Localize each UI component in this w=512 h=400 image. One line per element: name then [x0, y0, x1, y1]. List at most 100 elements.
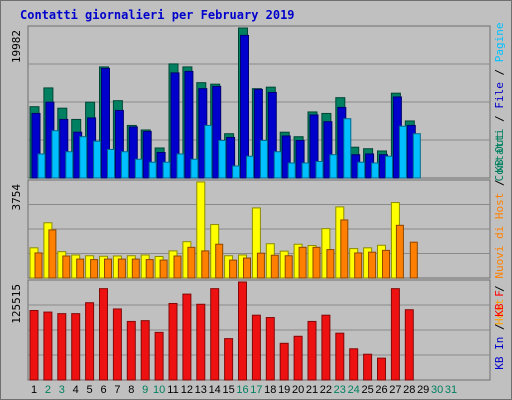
bar-host-nuovi-di-host-day-7	[117, 258, 126, 279]
bar-kb-kb-f-day-9	[140, 320, 150, 381]
bar-kb-kb-f-day-7	[112, 308, 122, 381]
bar-kb-kb-f-day-22	[321, 314, 331, 381]
x-tick-label-day-29: 29	[417, 384, 429, 396]
bar-contatti-pagine-day-19	[287, 162, 296, 179]
bar-kb-kb-f-day-3	[57, 313, 67, 381]
x-tick-label-day-23: 23	[334, 384, 346, 396]
x-tick-label-day-1: 1	[31, 384, 37, 396]
bar-contatti-file-day-15	[226, 136, 236, 179]
bar-contatti-file-day-17	[253, 88, 263, 179]
bar-host-nuovi-di-host-day-27	[395, 224, 404, 279]
bar-contatti-file-day-9	[142, 130, 152, 179]
bar-contatti-pagine-day-11	[176, 153, 185, 179]
side-legend-part: /	[493, 317, 506, 337]
bar-host-nuovi-di-host-day-28	[409, 241, 418, 279]
bar-host-nuovi-di-host-day-22	[326, 249, 335, 279]
bar-host-nuovi-di-host-day-23	[340, 219, 349, 279]
bar-contatti-pagine-day-24	[357, 161, 366, 179]
bar-contatti-pagine-day-1	[37, 153, 46, 179]
bar-host-nuovi-di-host-day-20	[298, 246, 307, 279]
bar-host-nuovi-di-host-day-19	[284, 255, 293, 279]
side-legend-part: /	[493, 173, 506, 193]
x-tick-label-day-21: 21	[306, 384, 318, 396]
bar-contatti-pagine-day-8	[134, 158, 143, 179]
bar-kb-kb-f-day-2	[43, 311, 53, 381]
bar-contatti-file-day-7	[114, 109, 124, 179]
bar-host-host-day-13	[196, 181, 206, 279]
bar-contatti-file-day-8	[128, 126, 138, 179]
bar-contatti-pagine-day-6	[107, 148, 115, 179]
bar-contatti-pagine-day-13	[204, 124, 213, 179]
bar-contatti-file-day-12	[184, 70, 194, 179]
x-tick-label-day-27: 27	[389, 384, 401, 396]
bar-contatti-file-day-19	[281, 135, 291, 179]
bar-host-nuovi-di-host-day-21	[312, 246, 321, 279]
bar-kb-kb-f-day-17	[251, 314, 261, 381]
bar-host-nuovi-di-host-day-6	[104, 258, 112, 279]
bar-contatti-pagine-day-17	[259, 139, 268, 179]
x-tick-label-day-15: 15	[222, 384, 234, 396]
bar-kb-kb-f-day-16	[238, 281, 247, 381]
panel-contatti-ymax-label: 19982	[10, 30, 23, 63]
bar-contatti-pagine-day-27	[398, 125, 407, 179]
x-tick-label-day-8: 8	[128, 384, 134, 396]
bar-kb-kb-f-day-5	[85, 302, 95, 381]
bar-host-nuovi-di-host-day-5	[90, 259, 99, 279]
x-tick-label-day-6: 6	[100, 384, 106, 396]
x-tick-label-day-18: 18	[264, 384, 276, 396]
bar-contatti-pagine-day-25	[371, 162, 380, 179]
bar-host-nuovi-di-host-day-4	[76, 258, 85, 279]
chart-title: Contatti giornalieri per February 2019	[20, 8, 295, 22]
x-tick-label-day-26: 26	[375, 384, 387, 396]
bar-kb-kb-f-day-10	[154, 331, 164, 381]
x-tick-label-day-17: 17	[250, 384, 262, 396]
x-tick-label-day-14: 14	[209, 384, 221, 396]
bar-contatti-pagine-day-21	[315, 160, 324, 179]
panel-kb-ymax-label: 125515	[10, 284, 23, 324]
bar-contatti-file-day-20	[295, 139, 305, 179]
bar-contatti-pagine-day-4	[79, 136, 88, 179]
bar-contatti-pagine-day-10	[162, 161, 171, 179]
bar-contatti-pagine-day-14	[218, 139, 227, 179]
bar-contatti-pagine-day-18	[273, 151, 282, 179]
x-tick-label-day-16: 16	[236, 384, 248, 396]
side-legend-part: Nuovi di Host	[493, 193, 506, 279]
x-tick-label-day-28: 28	[403, 384, 415, 396]
x-tick-label-day-31: 31	[445, 384, 457, 396]
bar-contatti-file-day-11	[170, 72, 180, 179]
side-legend-part: /	[493, 62, 506, 82]
side-legend-part: KB In	[493, 337, 506, 370]
bar-kb-kb-f-day-4	[71, 313, 81, 381]
bar-contatti-pagine-day-2	[51, 130, 60, 179]
side-legend-part: /	[493, 109, 506, 129]
bar-contatti-pagine-day-5	[93, 140, 102, 179]
x-tick-label-day-22: 22	[320, 384, 332, 396]
bar-host-nuovi-di-host-day-13	[201, 250, 210, 279]
bar-kb-kb-f-day-1	[29, 310, 39, 381]
bar-host-host-day-17	[251, 207, 261, 279]
bar-host-nuovi-di-host-day-9	[145, 259, 154, 279]
bar-contatti-pagine-day-15	[232, 165, 241, 179]
bar-host-nuovi-di-host-day-3	[62, 255, 71, 279]
bar-kb-kb-f-day-25	[363, 353, 373, 381]
bar-contatti-file-day-6	[101, 67, 110, 179]
bar-host-nuovi-di-host-day-25	[368, 251, 377, 279]
bar-kb-kb-f-day-20	[293, 335, 303, 381]
bar-contatti-pagine-day-22	[329, 154, 338, 179]
side-legend-part: KB F	[493, 290, 506, 317]
bar-kb-kb-f-day-21	[307, 320, 317, 381]
panel-host-side-legend: Host / Nuovi di Host / KB Out	[493, 133, 506, 325]
bar-contatti-file-day-21	[309, 114, 319, 179]
panel-kb-side-legend: KB In / KB F	[493, 290, 506, 370]
bar-host-nuovi-di-host-day-18	[270, 254, 279, 279]
bar-contatti-pagine-day-23	[343, 118, 352, 179]
side-legend-part: KB Out	[493, 133, 506, 173]
bar-host-nuovi-di-host-day-11	[173, 255, 182, 279]
panel-contatti: 19982 Contatti / File / Pagine	[10, 23, 506, 182]
bar-contatti-file-day-16	[240, 34, 249, 179]
bar-kb-kb-f-day-18	[265, 317, 275, 381]
bar-contatti-pagine-day-12	[190, 158, 199, 179]
bar-host-nuovi-di-host-day-10	[159, 259, 168, 279]
x-tick-label-day-13: 13	[195, 384, 207, 396]
x-tick-label-day-3: 3	[59, 384, 65, 396]
